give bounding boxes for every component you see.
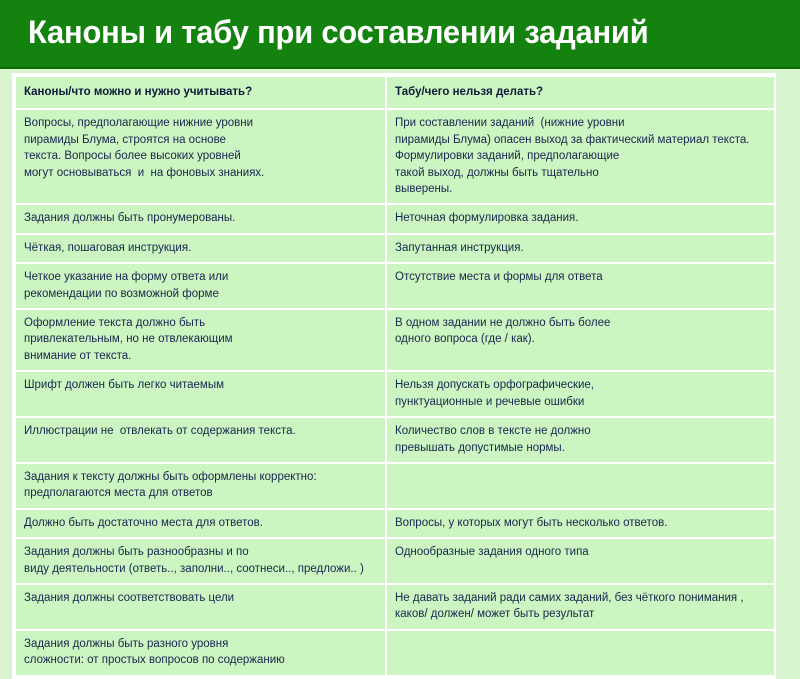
cell-text-line: текста. Вопросы более высоких уровней: [24, 150, 241, 163]
banner-bottom-edge: [0, 67, 800, 69]
cell-canon: Задания к тексту должны быть оформлены к…: [14, 461, 387, 510]
cell-canon: Задания должны быть разного уровня сложно…: [14, 628, 387, 677]
cell-text-line: Иллюстрации не отвлекать от содержания т…: [24, 425, 296, 438]
cell-text-line: Количество слов в тексте не должно: [395, 425, 591, 438]
cell-text-line: одного вопроса (где / как).: [395, 333, 535, 346]
cell-text-line: внимание от текста.: [24, 349, 132, 362]
cell-canon: Должно быть достаточно места для ответов…: [14, 507, 387, 540]
cell-canon: Чёткая, пошаговая инструкция.: [14, 232, 387, 265]
cell-text-line: [395, 469, 767, 485]
table-row: Задания должны быть разнообразны и по вид…: [14, 537, 776, 585]
cell-text-line: Не давать заданий ради самих заданий, бе…: [395, 591, 744, 604]
cell-taboo: [385, 461, 776, 510]
canon-taboo-table-container: Каноны/что можно и нужно учитывать? Табу…: [12, 73, 776, 679]
cell-canon: Вопросы, предполагающие нижние уровни пир…: [14, 108, 387, 206]
column-header-taboos: Табу/чего нельзя делать?: [385, 74, 776, 111]
cell-canon: Задания должны соответствовать цели: [14, 582, 387, 631]
table-row: Иллюстрации не отвлекать от содержания т…: [14, 416, 776, 464]
cell-text-line: Формулировки заданий, предполагающие: [395, 150, 620, 163]
cell-taboo: Количество слов в тексте не должно превыш…: [385, 416, 776, 464]
table-row: Оформление текста должно быть привлекател…: [14, 308, 776, 373]
cell-text-line: При составлении заданий (нижние уровни: [395, 117, 625, 130]
table-row: Шрифт должен быть легко читаемым Нельзя д…: [14, 370, 776, 419]
cell-text-line: Задания должны быть разного уровня: [24, 637, 229, 650]
cell-text-line: Вопросы, у которых могут быть несколько …: [395, 516, 668, 529]
cell-canon: Иллюстрации не отвлекать от содержания т…: [14, 416, 387, 464]
cell-text-line: каков/ должен/ может быть результат: [395, 608, 595, 621]
cell-taboo: Неточная формулировка задания.: [385, 203, 776, 235]
cell-canon: Задания должны быть пронумерованы.: [14, 203, 387, 235]
cell-text-line: Чёткая, пошаговая инструкция.: [24, 241, 192, 254]
cell-taboo: Нельзя допускать орфографические, пунктуа…: [385, 370, 776, 419]
cell-text-line: Неточная формулировка задания.: [395, 212, 579, 225]
cell-canon: Шрифт должен быть легко читаемым: [14, 370, 387, 419]
cell-text-line: Задания должны быть разнообразны и по: [24, 546, 249, 559]
cell-text-line: привлекательным, но не отвлекающим: [24, 333, 233, 346]
cell-text-line: Задания к тексту должны быть оформлены к…: [24, 470, 317, 483]
cell-text-line: такой выход, должны быть тщательно: [395, 166, 599, 179]
cell-text-line: выверены.: [395, 183, 453, 196]
cell-text-line: Вопросы, предполагающие нижние уровни: [24, 117, 254, 130]
cell-taboo: Не давать заданий ради самих заданий, бе…: [385, 582, 776, 631]
table-header: Каноны/что можно и нужно учитывать? Табу…: [14, 74, 776, 111]
cell-text-line: Нельзя допускать орфографические,: [395, 379, 595, 392]
cell-text-line: Должно быть достаточно места для ответов…: [24, 516, 263, 529]
cell-text-line: Четкое указание на форму ответа или: [24, 271, 229, 284]
cell-text-line: Отсутствие места и формы для ответа: [395, 271, 603, 284]
table-row: Задания должны быть разного уровня сложно…: [14, 628, 776, 677]
cell-text-line: [395, 636, 767, 652]
cell-taboo: При составлении заданий (нижние уровни пи…: [385, 108, 776, 206]
cell-canon: Четкое указание на форму ответа или реком…: [14, 262, 387, 311]
title-banner: Каноны и табу при составлении заданий: [0, 0, 800, 67]
cell-text-line: сложности: от простых вопросов по содерж…: [24, 654, 285, 667]
table-row: Должно быть достаточно места для ответов…: [14, 507, 776, 540]
cell-text-line: превышать допустимые нормы.: [395, 441, 565, 454]
cell-text-line: Однообразные задания одного типа: [395, 546, 589, 559]
cell-text-line: пирамиды Блума) опасен выход за фактичес…: [395, 133, 750, 146]
cell-text-line: Задания должны быть пронумерованы.: [24, 212, 236, 225]
table-row: Вопросы, предполагающие нижние уровни пир…: [14, 108, 776, 206]
cell-taboo: Однообразные задания одного типа: [385, 537, 776, 585]
cell-taboo: Вопросы, у которых могут быть несколько …: [385, 507, 776, 540]
cell-canon: Задания должны быть разнообразны и по вид…: [14, 537, 387, 585]
table-row: Задания должны соответствовать цели Не да…: [14, 582, 776, 631]
cell-text-line: предполагаются места для ответов: [24, 487, 213, 500]
table-header-row: Каноны/что можно и нужно учитывать? Табу…: [14, 74, 776, 111]
table-body: Вопросы, предполагающие нижние уровни пир…: [14, 108, 776, 677]
table-row: Четкое указание на форму ответа или реком…: [14, 262, 776, 311]
cell-taboo: В одном задании не должно быть более одно…: [385, 308, 776, 373]
cell-text-line: рекомендации по возможной форме: [24, 287, 219, 300]
cell-text-line: пунктуационные и речевые ошибки: [395, 395, 585, 408]
column-header-canons: Каноны/что можно и нужно учитывать?: [14, 74, 387, 111]
cell-text-line: пирамиды Блума, строятся на основе: [24, 133, 226, 146]
cell-canon: Оформление текста должно быть привлекател…: [14, 308, 387, 373]
cell-text-line: виду деятельности (ответь.., заполни.., …: [24, 562, 364, 575]
cell-taboo: Отсутствие места и формы для ответа: [385, 262, 776, 311]
cell-text-line: Шрифт должен быть легко читаемым: [24, 379, 225, 392]
cell-text-line: В одном задании не должно быть более: [395, 317, 611, 330]
cell-text-line: могут основываться и на фоновых знаниях.: [24, 166, 265, 179]
page-title: Каноны и табу при составлении заданий: [28, 14, 649, 50]
cell-text-line: Оформление текста должно быть: [24, 317, 206, 330]
table-row: Чёткая, пошаговая инструкция. Запутанная …: [14, 232, 776, 265]
cell-taboo: [385, 628, 776, 677]
cell-taboo: Запутанная инструкция.: [385, 232, 776, 265]
cell-text-line: Запутанная инструкция.: [395, 241, 524, 254]
table-row: Задания к тексту должны быть оформлены к…: [14, 461, 776, 510]
table-row: Задания должны быть пронумерованы. Неточн…: [14, 203, 776, 235]
cell-text-line: Задания должны соответствовать цели: [24, 591, 235, 604]
canon-taboo-table: Каноны/что можно и нужно учитывать? Табу…: [14, 74, 776, 677]
